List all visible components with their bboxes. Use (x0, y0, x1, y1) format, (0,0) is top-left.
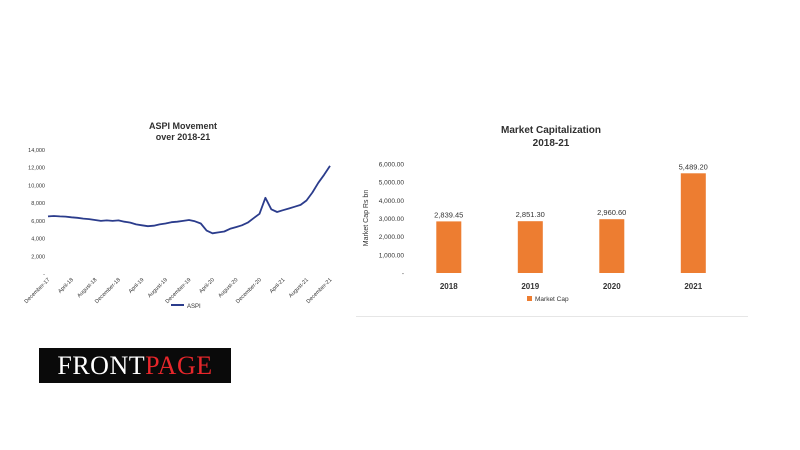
aspi-y-tick-label: 8,000 (31, 201, 45, 207)
mcap-y-tick-label: 3,000.00 (379, 216, 405, 223)
aspi-x-tick-label: April-20 (198, 277, 216, 295)
aspi-x-tick-label: August-21 (288, 277, 310, 299)
aspi-x-tick-label: April-21 (269, 277, 287, 295)
mcap-legend-label: Market Cap (535, 296, 569, 303)
aspi-series (47, 165, 331, 235)
mcap-bar (517, 221, 543, 273)
mcap-y-axis: 6,000.00 5,000.00 4,000.00 3,000.00 2,000.00… (379, 162, 405, 278)
mcap-y-tick-label: - (402, 271, 404, 278)
mcap-y-tick-label: 6,000.00 (379, 162, 405, 169)
logo-page-text: PAGE (145, 351, 213, 380)
aspi-x-tick-label: August-18 (76, 277, 98, 299)
mcap-bar-value-label: 5,489.20 (679, 162, 708, 171)
aspi-line-chart: ASPI Movement over 2018-21 14,00012,0001… (24, 121, 334, 310)
aspi-x-tick-label: August-19 (147, 277, 169, 299)
mcap-category-label: 2018 (440, 282, 458, 291)
mcap-bar-value-label: 2,839.45 (434, 210, 463, 219)
mcap-y-tick-label: 5,000.00 (379, 180, 405, 187)
aspi-x-tick-label: August-20 (217, 277, 239, 299)
aspi-x-tick-label: April-18 (57, 277, 75, 295)
mcap-category-label: 2021 (684, 282, 702, 291)
mcap-y-tick-label: 1,000.00 (379, 252, 405, 259)
mcap-y-tick-label: 2,000.00 (379, 234, 405, 241)
aspi-y-tick-label: 2,000 (31, 254, 45, 260)
mcap-bar-value-label: 2,851.30 (516, 210, 545, 219)
market-cap-bar-chart: Market Capitalization 2018-21 Market Cap… (363, 125, 708, 303)
aspi-y-tick-label: 4,000 (31, 237, 45, 243)
aspi-y-axis: 14,000 12,000 10,000 8,000 6,000 4,000 2,000 - (28, 148, 45, 278)
logo-front-text: FRONT (57, 351, 146, 380)
mcap-category-label: 2019 (521, 282, 539, 291)
aspi-series-line (47, 165, 331, 235)
aspi-chart-panel: ASPI Movement over 2018-21 14,000 12,000 1… (18, 112, 340, 320)
mcap-legend-swatch (527, 296, 532, 301)
aspi-legend: ASPI (171, 304, 201, 310)
mcap-chart-title-line1: Market Capitalization (501, 125, 601, 136)
aspi-chart-title-line1: ASPI Movement (149, 121, 217, 131)
frontpage-logo: FRONTPAGE (39, 348, 231, 383)
mcap-x-axis: 2018 2019 2020 2021 (440, 282, 703, 291)
mcap-legend: Market Cap (527, 296, 569, 303)
aspi-y-tick-label: 6,000 (31, 219, 45, 225)
mcap-bar (599, 219, 625, 273)
market-cap-chart-panel: Market Capitalization 2018-21 Market Cap… (356, 118, 748, 317)
mcap-bar (680, 173, 706, 273)
mcap-bar-value-label: 2,960.60 (597, 208, 626, 217)
mcap-bars: 2,839.45 2,851.30 2,960.60 5,489.20 (434, 162, 708, 273)
aspi-x-tick-label: April-19 (128, 277, 146, 295)
aspi-y-tick-label: 12,000 (28, 166, 45, 172)
mcap-category-label: 2020 (603, 282, 621, 291)
mcap-y-tick-label: 4,000.00 (379, 198, 405, 205)
aspi-y-tick-label: 10,000 (28, 183, 45, 189)
aspi-legend-label: ASPI (187, 304, 201, 310)
aspi-y-tick-label: 14,000 (28, 148, 45, 154)
mcap-bar (436, 221, 462, 273)
mcap-chart-title-line2: 2018-21 (533, 138, 570, 149)
aspi-x-tick-label: December-17 (24, 277, 52, 305)
aspi-chart-title-line2: over 2018-21 (156, 132, 211, 142)
aspi-y-tick-label: - (43, 272, 45, 278)
mcap-y-axis-title: Market Cap Rs bn (363, 190, 370, 247)
